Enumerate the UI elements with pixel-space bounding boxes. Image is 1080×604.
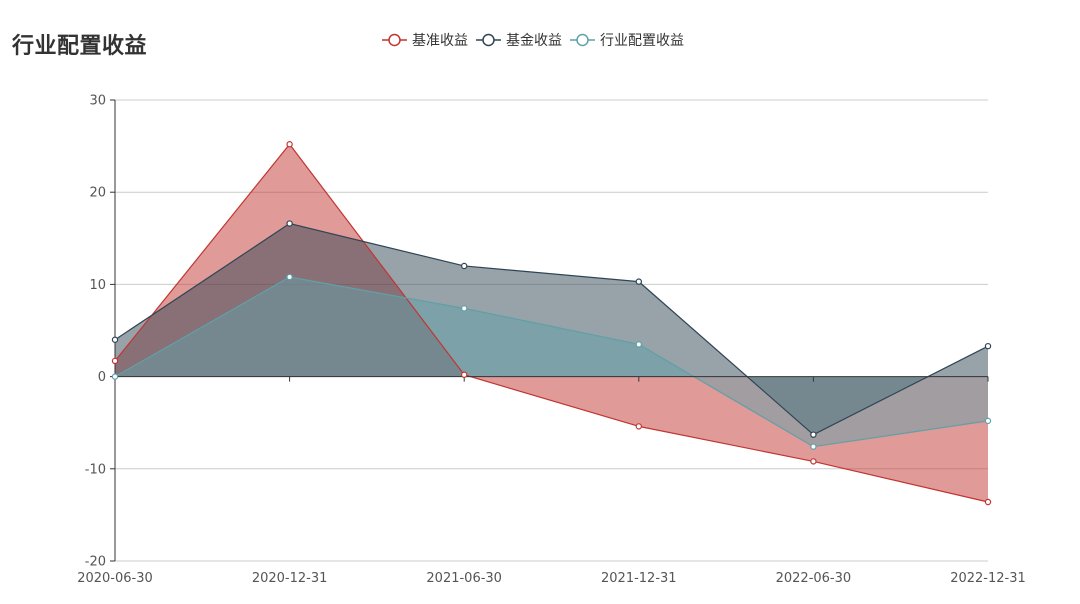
data-point-0 [286, 141, 293, 148]
legend-item-fund[interactable]: 基金收益 [476, 30, 562, 50]
data-point-2 [810, 443, 817, 450]
x-tick-label: 2022-12-31 [950, 571, 1026, 586]
x-tick-label: 2020-12-31 [252, 571, 328, 586]
legend-marker-industry-icon [570, 33, 595, 47]
data-point-2 [635, 341, 643, 348]
x-tick-label: 2020-06-30 [77, 571, 153, 586]
y-tick-label: 30 [89, 94, 106, 109]
legend-item-benchmark[interactable]: 基准收益 [382, 30, 468, 50]
data-point-1 [984, 342, 992, 350]
data-point-1 [461, 262, 468, 270]
series-line-1 [114, 222, 989, 436]
x-tick-label: 2021-06-30 [426, 571, 502, 586]
data-point-0 [461, 371, 468, 378]
legend-marker-benchmark-icon [382, 33, 407, 47]
data-point-0 [810, 458, 817, 465]
data-point-0 [635, 423, 643, 430]
data-point-1 [810, 431, 817, 438]
data-point-1 [111, 336, 119, 343]
legend-item-industry[interactable]: 行业配置收益 [570, 30, 684, 50]
x-tick-label: 2021-12-31 [601, 571, 677, 586]
data-point-0 [111, 357, 119, 365]
legend-label-industry: 行业配置收益 [600, 33, 684, 49]
y-tick-label: -20 [85, 555, 106, 570]
legend-label-fund: 基金收益 [506, 33, 562, 49]
data-point-2 [984, 417, 992, 425]
data-point-1 [635, 278, 643, 285]
chart-title: 行业配置收益 [12, 34, 148, 59]
series-line-2 [114, 276, 989, 448]
x-tick-label: 2022-06-30 [776, 571, 852, 586]
chart-legend: 基准收益 基金收益 行业配置收益 [382, 30, 692, 50]
legend-label-benchmark: 基准收益 [412, 33, 468, 49]
y-tick-label: 0 [98, 370, 106, 385]
data-point-0 [984, 498, 992, 506]
y-tick-label: -10 [85, 462, 106, 477]
series-line-0 [114, 143, 989, 503]
data-point-1 [286, 220, 293, 227]
data-point-2 [286, 273, 293, 281]
data-point-2 [461, 305, 468, 312]
series-area-2 [115, 277, 988, 447]
legend-marker-fund-icon [476, 33, 501, 47]
y-tick-label: 20 [89, 186, 106, 201]
y-tick-label: 10 [89, 278, 106, 293]
data-point-2 [111, 373, 119, 380]
